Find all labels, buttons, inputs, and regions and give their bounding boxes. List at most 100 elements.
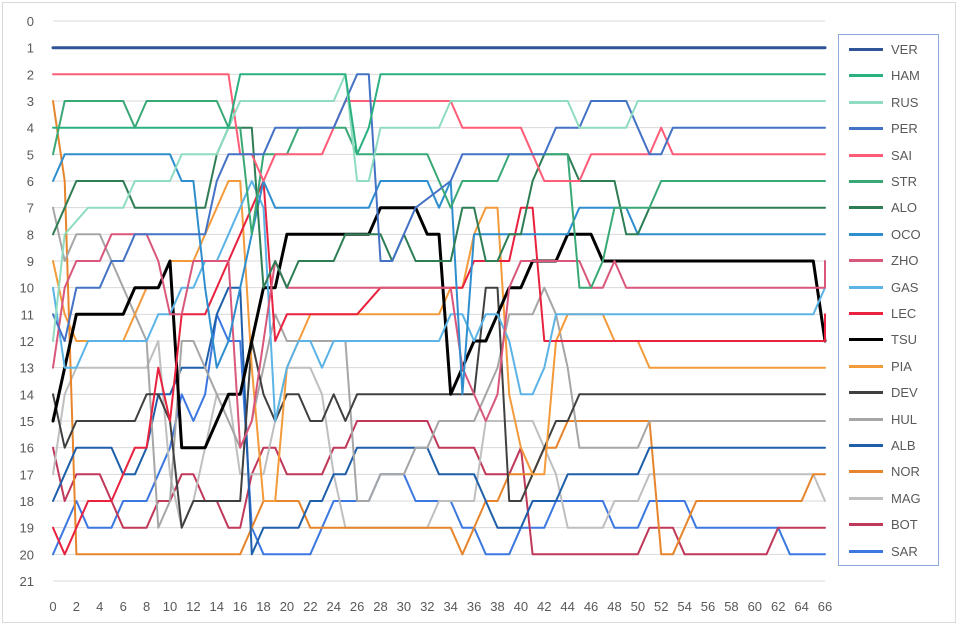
- x-tick-label: 36: [467, 599, 481, 614]
- x-tick-label: 58: [724, 599, 738, 614]
- legend-swatch: [849, 470, 883, 474]
- series-line-mag: [52, 340, 826, 529]
- legend-label: ALB: [891, 438, 916, 453]
- legend-swatch: [849, 153, 883, 157]
- y-tick-label: 1: [27, 41, 34, 56]
- legend-swatch: [849, 232, 883, 236]
- y-tick-label: 7: [27, 201, 34, 216]
- legend-label: BOT: [891, 517, 918, 533]
- legend-swatch: [849, 523, 883, 527]
- legend-item-mag: MAG: [845, 489, 935, 509]
- x-tick-label: 42: [537, 599, 551, 614]
- y-tick-label: 10: [20, 281, 34, 296]
- x-tick-label: 54: [677, 599, 691, 614]
- x-tick-label: 0: [49, 599, 56, 614]
- y-tick-label: 17: [20, 467, 34, 482]
- legend-item-alo: ALO: [845, 198, 935, 218]
- legend-label: HAM: [891, 68, 920, 84]
- x-tick-label: 24: [326, 599, 340, 614]
- legend-label: NOR: [891, 464, 920, 480]
- legend-label: LEC: [891, 306, 917, 321]
- legend-label: VER: [891, 42, 918, 57]
- legend-item-oco: OCO: [845, 225, 935, 245]
- legend-swatch: [849, 48, 883, 51]
- legend-item-bot: BOT: [845, 515, 935, 535]
- legend-label: ZHO: [891, 253, 919, 269]
- x-tick-label: 32: [420, 599, 434, 614]
- series-line-gas: [52, 180, 826, 422]
- legend-item-pia: PIA: [845, 357, 935, 377]
- legend-swatch: [849, 180, 883, 183]
- legend-label: SAI: [891, 147, 912, 163]
- y-tick-label: 2: [27, 67, 34, 82]
- legend-item-ver: VER: [845, 40, 935, 60]
- x-tick-label: 4: [96, 599, 103, 614]
- x-tick-label: 48: [607, 599, 621, 614]
- y-tick-label: 4: [27, 121, 34, 136]
- legend-item-rus: RUS: [845, 93, 935, 113]
- y-tick-label: 12: [20, 334, 34, 349]
- y-tick-label: 11: [21, 307, 35, 322]
- legend-label: OCO: [891, 226, 921, 242]
- x-tick-label: 34: [443, 599, 457, 614]
- x-tick-label: 46: [584, 599, 598, 614]
- series-line-rus: [52, 73, 826, 342]
- legend-swatch: [849, 259, 883, 263]
- x-axis-ticks: 0 2 4 6 8 10 12 14 16 18 20 22 24 26 28 30 32 34 36 38 40 42 4…: [49, 599, 832, 614]
- legend-item-tsu: TSU: [845, 330, 935, 350]
- legend-swatch: [849, 417, 883, 421]
- legend-label: STR: [891, 174, 917, 189]
- legend-label: PER: [891, 121, 918, 137]
- y-tick-label: 18: [20, 494, 34, 509]
- legend-label: TSU: [891, 332, 917, 348]
- legend-swatch: [849, 444, 883, 447]
- x-tick-label: 18: [256, 599, 270, 614]
- y-tick-label: 3: [27, 94, 34, 109]
- x-tick-label: 26: [350, 599, 364, 614]
- legend-swatch: [849, 74, 883, 78]
- legend-item-zho: ZHO: [845, 251, 935, 271]
- legend-swatch: [849, 391, 883, 395]
- legend-label: ALO: [891, 200, 918, 216]
- legend-item-lec: LEC: [845, 304, 935, 324]
- legend-swatch: [849, 549, 883, 553]
- legend-swatch: [849, 206, 883, 210]
- legend-swatch: [849, 100, 883, 104]
- series-line-sai: [52, 73, 826, 182]
- x-tick-label: 62: [771, 599, 785, 614]
- legend-item-per: PER: [845, 119, 935, 139]
- legend-swatch: [849, 364, 883, 368]
- x-tick-label: 56: [701, 599, 715, 614]
- x-tick-label: 10: [163, 599, 177, 614]
- y-tick-label: 20: [20, 547, 34, 562]
- series-line-str: [52, 100, 826, 289]
- series-lines: [51, 46, 827, 556]
- legend-item-dev: DEV: [845, 383, 935, 403]
- series-line-nor: [52, 100, 826, 556]
- y-tick-label: 14: [20, 387, 34, 402]
- y-tick-label: 15: [20, 414, 34, 429]
- x-tick-label: 66: [818, 599, 832, 614]
- x-tick-label: 50: [631, 599, 645, 614]
- y-tick-label: 8: [27, 227, 34, 242]
- x-tick-label: 12: [186, 599, 200, 614]
- series-line-ham: [52, 73, 826, 156]
- x-tick-label: 16: [233, 599, 247, 614]
- x-tick-label: 8: [143, 599, 150, 614]
- legend-label: PIA: [891, 358, 912, 374]
- series-line-tsu: [51, 206, 827, 450]
- y-tick-label: 0: [27, 14, 34, 29]
- y-tick-label: 19: [20, 521, 34, 536]
- x-tick-label: 14: [210, 599, 224, 614]
- legend-label: RUS: [891, 94, 919, 110]
- legend-item-hul: HUL: [845, 410, 935, 430]
- legend-label: SAR: [891, 543, 918, 559]
- legend-item-sar: SAR: [845, 542, 935, 562]
- x-tick-label: 6: [120, 599, 127, 614]
- x-tick-label: 64: [794, 599, 808, 614]
- legend-swatch: [849, 312, 883, 315]
- x-tick-label: 52: [654, 599, 668, 614]
